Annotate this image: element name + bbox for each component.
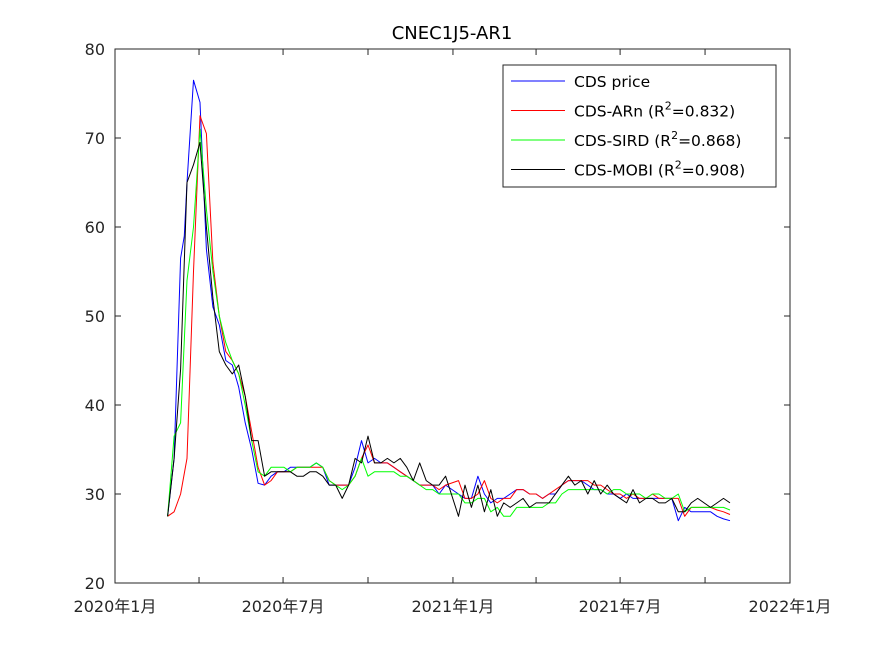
legend-label-1: CDS-ARn (R2=0.832) (574, 100, 735, 121)
x-tick-label: 2022年1月 (749, 597, 832, 616)
series-layer (167, 79, 731, 522)
legend-label-0: CDS price (574, 73, 650, 91)
series-line-2 (167, 128, 731, 517)
chart-title: CNEC1J5-AR1 (392, 23, 513, 44)
y-axis: 20 30 40 50 60 70 80 (85, 40, 790, 593)
x-tick-label: 2021年7月 (579, 597, 662, 616)
y-tick-label: 50 (85, 307, 105, 326)
y-tick-label: 60 (85, 218, 105, 237)
x-tick-label: 2020年7月 (242, 597, 325, 616)
legend-box (502, 64, 777, 188)
y-tick-label: 80 (85, 40, 105, 59)
y-tick-label: 70 (85, 129, 105, 148)
y-tick-label: 20 (85, 574, 105, 593)
legend: CDS price CDS-ARn (R2=0.832) CDS-SIRD (R2=… (502, 64, 777, 188)
legend-label-2: CDS-SIRD (R2=0.868) (574, 129, 741, 150)
series-line-3 (167, 142, 731, 517)
x-axis: 2020年1月 2020年7月 2021年1月 2021年7月 2022年1月 (74, 49, 832, 616)
x-tick-label: 2021年1月 (412, 597, 495, 616)
y-tick-label: 30 (85, 485, 105, 504)
legend-label-3: CDS-MOBI (R2=0.908) (574, 159, 745, 180)
x-tick-label: 2020年1月 (74, 597, 157, 616)
y-tick-label: 40 (85, 396, 105, 415)
series-line-0 (167, 79, 731, 522)
